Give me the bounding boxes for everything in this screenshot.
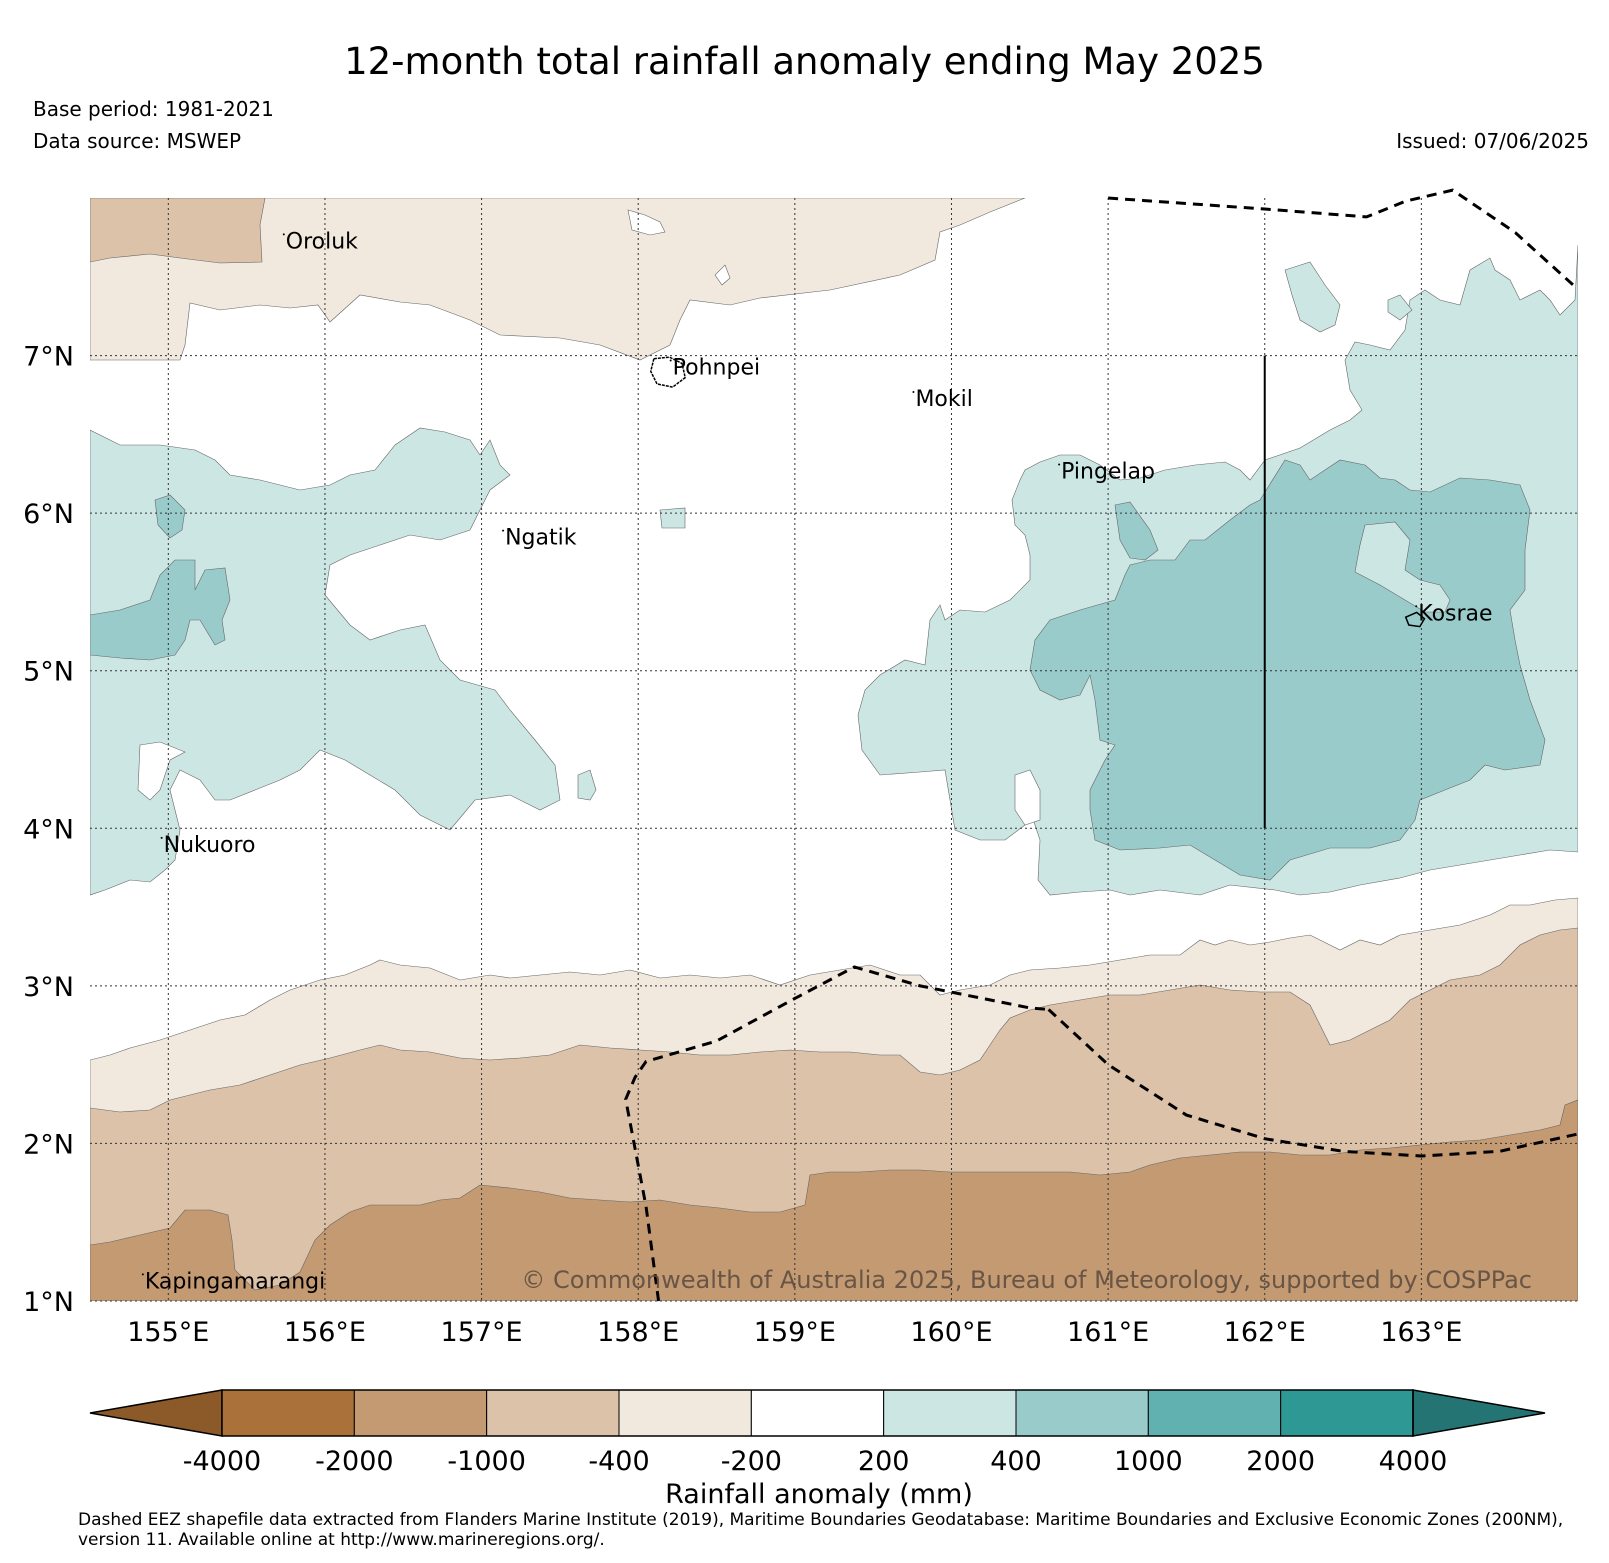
lat-tick-label: 1°N	[23, 1287, 74, 1318]
dry-region-top-medium	[90, 198, 266, 264]
island-marker	[141, 1273, 144, 1276]
dry-notch-2	[714, 264, 731, 286]
place-label: Pohnpei	[673, 355, 760, 380]
island-marker	[160, 836, 163, 839]
eez-footnote: Dashed EEZ shapefile data extracted from…	[78, 1510, 1564, 1550]
lon-tick-label: 160°E	[910, 1317, 992, 1348]
lon-tick-label: 159°E	[754, 1317, 836, 1348]
colorbar-tick-label: 4000	[1379, 1446, 1448, 1477]
colorbar-tick-labels: -4000 -2000 -1000 -400 -200 200 400 1000 2000 400…	[183, 1446, 1448, 1477]
pohnpei-outline	[649, 356, 687, 388]
island-marker	[1058, 463, 1061, 466]
place-label: Kosrae	[1418, 601, 1492, 626]
eez-boundary-line	[1107, 188, 1580, 291]
colorbar-swatch	[486, 1389, 620, 1437]
place-label: Ngatik	[505, 526, 577, 551]
colorbar-swatch	[353, 1389, 488, 1437]
lon-tick-label: 155°E	[127, 1317, 209, 1348]
anomaly-fields	[90, 198, 1578, 1301]
colorbar-tick-label: -2000	[315, 1446, 393, 1477]
colorbar-swatch	[1280, 1389, 1414, 1437]
wet-notch-west	[137, 741, 186, 801]
island-outlines	[649, 356, 1426, 628]
colorbar-swatch	[883, 1389, 1017, 1437]
place-label: Nukuoro	[164, 833, 256, 858]
island-marker	[1415, 605, 1418, 608]
colorbar-extend-low	[89, 1389, 223, 1437]
colorbar-swatch	[750, 1389, 885, 1437]
colorbar-tick-label: -400	[588, 1446, 649, 1477]
lat-tick-label: 4°N	[23, 814, 74, 845]
map-title: 12-month total rainfall anomaly ending M…	[344, 40, 1265, 83]
dry-region-top-light	[90, 198, 1026, 361]
lat-tick-label: 5°N	[23, 657, 74, 688]
lon-tick-label: 156°E	[284, 1317, 366, 1348]
lat-tick-label: 6°N	[23, 499, 74, 530]
issued-date: Issued: 07/06/2025	[1396, 129, 1589, 153]
eez-boundary-line	[624, 965, 1049, 1302]
eez-boundary-line	[1047, 1008, 1579, 1158]
dry-notch-1	[627, 209, 666, 236]
wet-blob-tiny	[659, 507, 686, 529]
wet-region-west-medium-2	[154, 494, 186, 539]
kosrae-outline	[1404, 611, 1426, 628]
lat-tick-label: 2°N	[23, 1129, 74, 1160]
island-marker	[282, 233, 285, 236]
dry-region-south-dark	[90, 1099, 1578, 1301]
colorbar-swatch	[618, 1389, 752, 1437]
lon-tick-label: 163°E	[1380, 1317, 1462, 1348]
colorbar-swatch	[1147, 1389, 1282, 1437]
colorbar-tick-label: -4000	[183, 1446, 261, 1477]
colorbar-tick-label: 2000	[1246, 1446, 1315, 1477]
place-label: Pingelap	[1061, 459, 1155, 484]
wet-region-west-light	[90, 427, 561, 896]
colorbar-swatch	[1015, 1389, 1149, 1437]
data-source: Data source: MSWEP	[33, 129, 242, 153]
latitude-tick-labels: 7°N 6°N 5°N 4°N 3°N 2°N 1°N	[23, 342, 74, 1318]
lat-tick-label: 3°N	[23, 972, 74, 1003]
colorbar-tick-label: -200	[721, 1446, 782, 1477]
colorbar-tick-label: 400	[990, 1446, 1042, 1477]
wet-blob-north-1	[1284, 261, 1341, 333]
colorbar-tick-label: -1000	[447, 1446, 525, 1477]
island-marker	[912, 390, 915, 393]
eez-boundaries	[624, 188, 1580, 1302]
longitude-tick-labels: 155°E 156°E 157°E 158°E 159°E 160°E 161°E 162°E…	[127, 1317, 1462, 1348]
wet-region-west-medium	[90, 559, 231, 661]
copyright-notice: © Commonwealth of Australia 2025, Bureau…	[521, 1266, 1532, 1294]
island-marker	[669, 359, 672, 362]
wet-blob-pingelap	[1114, 501, 1159, 561]
wet-region-east-medium	[1029, 459, 1546, 881]
wet-blob-small	[577, 769, 597, 801]
colorbar-frame	[221, 1389, 1414, 1437]
place-label: Oroluk	[286, 229, 358, 254]
wet-notch-east	[1014, 769, 1041, 826]
place-label: Mokil	[915, 387, 972, 412]
lon-tick-label: 162°E	[1224, 1317, 1306, 1348]
lat-tick-label: 7°N	[23, 342, 74, 373]
wet-notch-east-medium	[1354, 521, 1451, 613]
island-marker	[502, 529, 505, 532]
place-labels: Oroluk Pohnpei Mokil Pingelap Ngatik Kosrae Nu…	[141, 229, 1493, 1294]
lon-tick-label: 161°E	[1067, 1317, 1149, 1348]
lon-tick-label: 158°E	[597, 1317, 679, 1348]
colorbar-title: Rainfall anomaly (mm)	[665, 1479, 973, 1510]
place-label: Kapingamarangi	[145, 1269, 325, 1294]
colorbar-tick-label: 1000	[1114, 1446, 1183, 1477]
colorbar-extend-high	[1412, 1389, 1546, 1437]
colorbar-swatch	[221, 1389, 355, 1437]
colorbar	[89, 1389, 1546, 1437]
colorbar-tick-label: 200	[858, 1446, 910, 1477]
wet-blob-north-2	[1387, 294, 1413, 321]
base-period: Base period: 1981-2021	[33, 97, 274, 121]
lon-tick-label: 157°E	[441, 1317, 523, 1348]
